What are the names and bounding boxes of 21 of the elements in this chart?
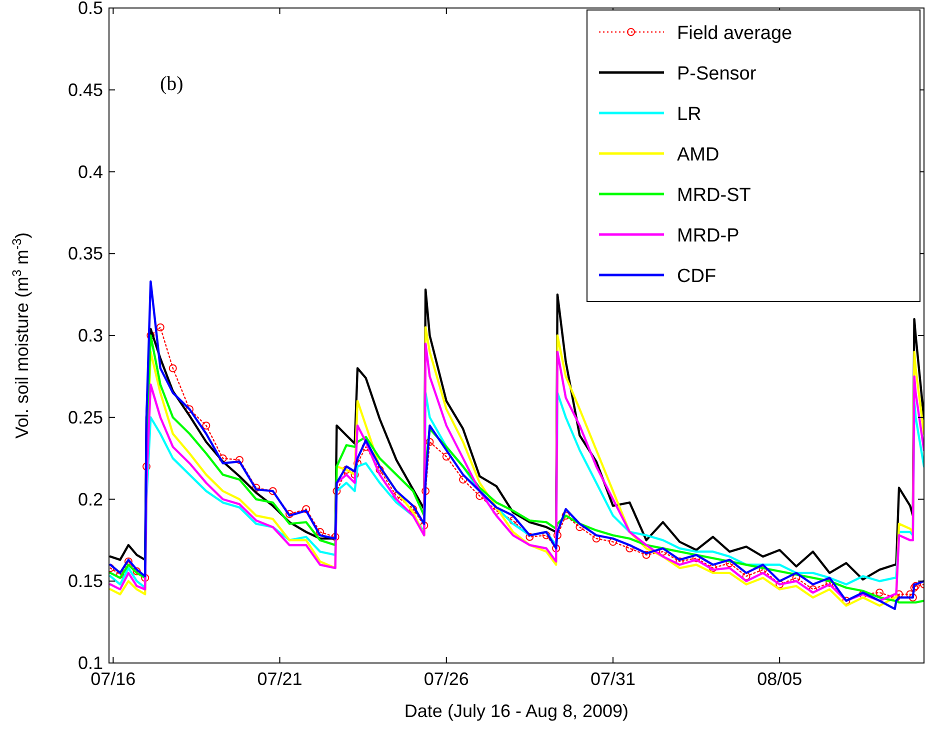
y-tick-label: 0.3	[78, 326, 103, 346]
legend-label: CDF	[677, 266, 716, 287]
x-axis-title: Date (July 16 - Aug 8, 2009)	[404, 701, 629, 721]
legend-label: LR	[677, 104, 702, 125]
legend-label: P-Sensor	[677, 64, 757, 84]
legend-label: MRD-ST	[677, 185, 752, 206]
y-tick-label: 0.15	[68, 571, 103, 592]
legend-label: Field average	[677, 23, 792, 44]
x-tick-label: 07/31	[590, 669, 636, 689]
y-tick-label: 0.5	[78, 0, 103, 18]
annotation: (b)	[160, 73, 184, 95]
y-tick-label: 0.35	[68, 244, 103, 264]
y-tick-label: 0.45	[68, 80, 103, 100]
legend-label: AMD	[677, 144, 720, 166]
x-tick-label: 07/21	[257, 669, 302, 689]
y-tick-label: 0.4	[78, 162, 103, 182]
legend-label: MRD-P	[677, 226, 740, 246]
y-tick-label: 0.2	[78, 489, 103, 510]
x-tick-label: 08/05	[757, 669, 802, 689]
x-tick-label: 07/26	[424, 669, 469, 689]
y-tick-label: 0.25	[68, 407, 103, 428]
